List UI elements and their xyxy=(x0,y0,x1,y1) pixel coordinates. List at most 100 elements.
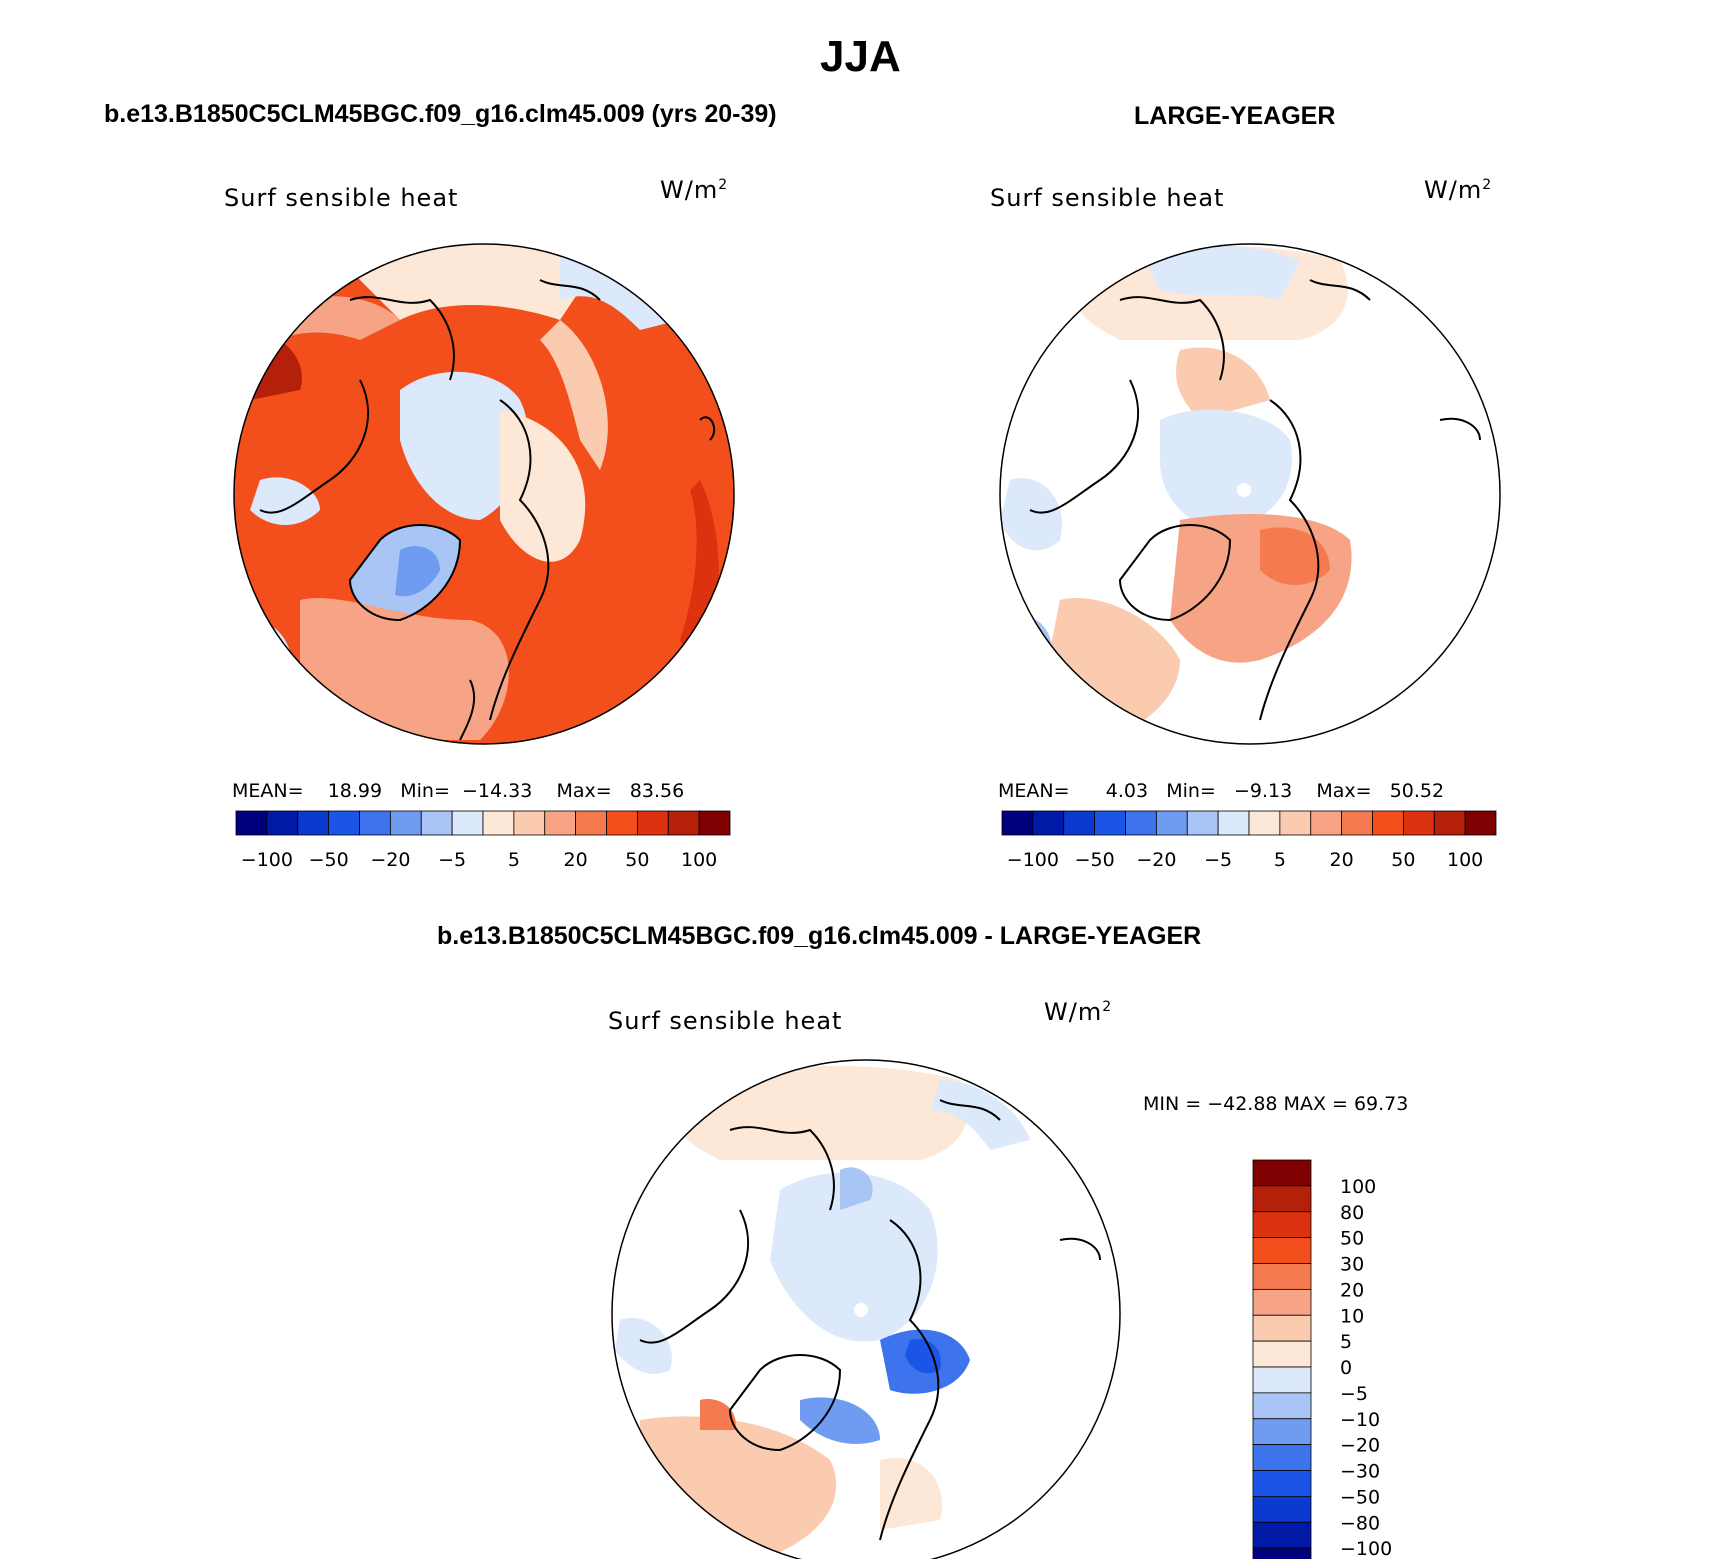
colorbar-tick-label: −10 xyxy=(1340,1409,1380,1431)
panel1-max-label: Max= xyxy=(556,780,612,802)
map3-ocean xyxy=(770,1172,938,1342)
colorbar-tick-label: 30 xyxy=(1340,1254,1364,1276)
panel2-min: −9.13 xyxy=(1233,780,1293,802)
map1-patch xyxy=(560,250,680,330)
colorbar-tick-label: −50 xyxy=(309,849,349,871)
map3-patch xyxy=(905,1339,941,1374)
panel3-minmax: MIN = −42.88 MAX = 69.73 xyxy=(1143,1093,1409,1115)
panel1-mean-label: MEAN= xyxy=(232,780,304,802)
panel2-units-base: W/m xyxy=(1424,176,1483,204)
map3-patch xyxy=(800,1397,880,1444)
panel1-units: W/m2 xyxy=(660,176,728,204)
colorbar-tick-label: −80 xyxy=(1340,1512,1380,1534)
figure-title: JJA xyxy=(820,32,901,81)
panel1-units-exp: 2 xyxy=(718,177,729,193)
map2-coastlines xyxy=(1029,279,1481,721)
colorbar-swatch xyxy=(1252,1314,1312,1342)
difference-title: b.e13.B1850C5CLM45BGC.f09_g16.clm45.009 … xyxy=(437,922,1202,950)
panel3-units: W/m2 xyxy=(1044,998,1112,1026)
colorbar-swatch xyxy=(1252,1211,1312,1239)
map2-patch xyxy=(1176,347,1270,420)
map3-pole xyxy=(854,1303,868,1317)
colorbar-tick-label: 5 xyxy=(1340,1331,1352,1353)
colorbar-tick-label: 50 xyxy=(625,849,649,871)
colorbar-tick-label: 100 xyxy=(1340,1176,1376,1198)
panel1-variable-label: Surf sensible heat xyxy=(224,184,459,212)
colorbar-swatch xyxy=(1252,1521,1312,1549)
map2-outline xyxy=(999,243,1501,745)
map1-greenland-core xyxy=(395,546,440,597)
colorbar-swatch xyxy=(1310,810,1343,836)
panel1-units-base: W/m xyxy=(660,176,719,204)
colorbar-tick-label: 80 xyxy=(1340,1202,1364,1224)
map2-patch xyxy=(1000,478,1062,551)
colorbar-tick-label: −100 xyxy=(1007,849,1059,871)
colorbar-tick-label: 20 xyxy=(1340,1279,1364,1301)
panel2-mean-label: MEAN= xyxy=(998,780,1070,802)
colorbar-tick-label: −50 xyxy=(1075,849,1115,871)
colorbar-swatch xyxy=(1252,1185,1312,1213)
colorbar-tick-label: −100 xyxy=(241,849,293,871)
colorbar-swatch xyxy=(297,810,330,836)
colorbar-swatch xyxy=(1252,1159,1312,1187)
panel2-variable-label: Surf sensible heat xyxy=(990,184,1225,212)
map1-patch xyxy=(540,320,608,470)
map3-patch xyxy=(930,1080,1030,1150)
panel2-min-label: Min= xyxy=(1166,780,1216,802)
colorbar-swatch xyxy=(1032,810,1065,836)
panel3-units-base: W/m xyxy=(1044,998,1103,1026)
map3-outline xyxy=(611,1059,1121,1559)
colorbar-swatch xyxy=(1125,810,1157,836)
panel1-min-label: Min= xyxy=(400,780,450,802)
colorbar-swatch xyxy=(1252,1392,1312,1420)
panel1-min: −14.33 xyxy=(461,780,533,802)
colorbar-swatch xyxy=(1252,1366,1312,1394)
colorbar-swatch xyxy=(420,810,453,836)
colorbar-tick-label: −20 xyxy=(370,849,410,871)
colorbar-swatch xyxy=(1433,810,1466,836)
colorbar-tick-label: 5 xyxy=(1274,849,1286,871)
colorbar-tick-label: −50 xyxy=(1340,1486,1380,1508)
colorbar-tick-label: −5 xyxy=(438,849,466,871)
colorbar-swatch xyxy=(1464,810,1497,836)
colorbar-tick-label: 50 xyxy=(1391,849,1415,871)
colorbar-swatch xyxy=(544,810,577,836)
panel3-variable-label: Surf sensible heat xyxy=(608,1007,843,1035)
colorbar-swatch xyxy=(1252,1288,1312,1316)
right-case-title: LARGE-YEAGER xyxy=(1134,102,1336,130)
map3-coastlines xyxy=(639,1099,1101,1541)
colorbar-tick-label: −20 xyxy=(1340,1435,1380,1457)
colorbar-swatch xyxy=(1372,810,1404,836)
colorbar-swatch xyxy=(1252,1340,1312,1368)
colorbar-swatch xyxy=(1252,1237,1312,1264)
colorbar-swatch xyxy=(1252,1444,1312,1471)
colorbar-swatch xyxy=(667,810,700,836)
colorbar-swatch xyxy=(1341,810,1373,836)
colorbar-tick-label: 20 xyxy=(564,849,588,871)
colorbar-swatch xyxy=(451,810,484,836)
colorbar-swatch xyxy=(1063,810,1096,836)
colorbar-swatch xyxy=(1252,1263,1312,1290)
colorbar-tick-label: −5 xyxy=(1204,849,1232,871)
map2-pole xyxy=(1237,483,1251,497)
colorbar-tick-label: 50 xyxy=(1340,1228,1364,1250)
colorbar-tick-label: −100 xyxy=(1340,1538,1392,1559)
colorbar-swatch xyxy=(698,810,731,836)
colorbar-swatch xyxy=(1252,1495,1312,1523)
colorbar-swatch xyxy=(482,810,515,836)
left-case-title: b.e13.B1850C5CLM45BGC.f09_g16.clm45.009 … xyxy=(104,100,777,128)
colorbar-swatch xyxy=(1252,1547,1312,1559)
panel2-mean: 4.03 xyxy=(1105,780,1149,802)
panel2-units-exp: 2 xyxy=(1482,177,1493,193)
map3-patch xyxy=(840,1167,873,1210)
colorbar-tick-label: 100 xyxy=(1447,849,1483,871)
colorbar-swatch xyxy=(513,810,546,836)
panel2-units: W/m2 xyxy=(1424,176,1492,204)
map3-patch xyxy=(700,1399,736,1430)
map2-patch xyxy=(1260,527,1330,585)
